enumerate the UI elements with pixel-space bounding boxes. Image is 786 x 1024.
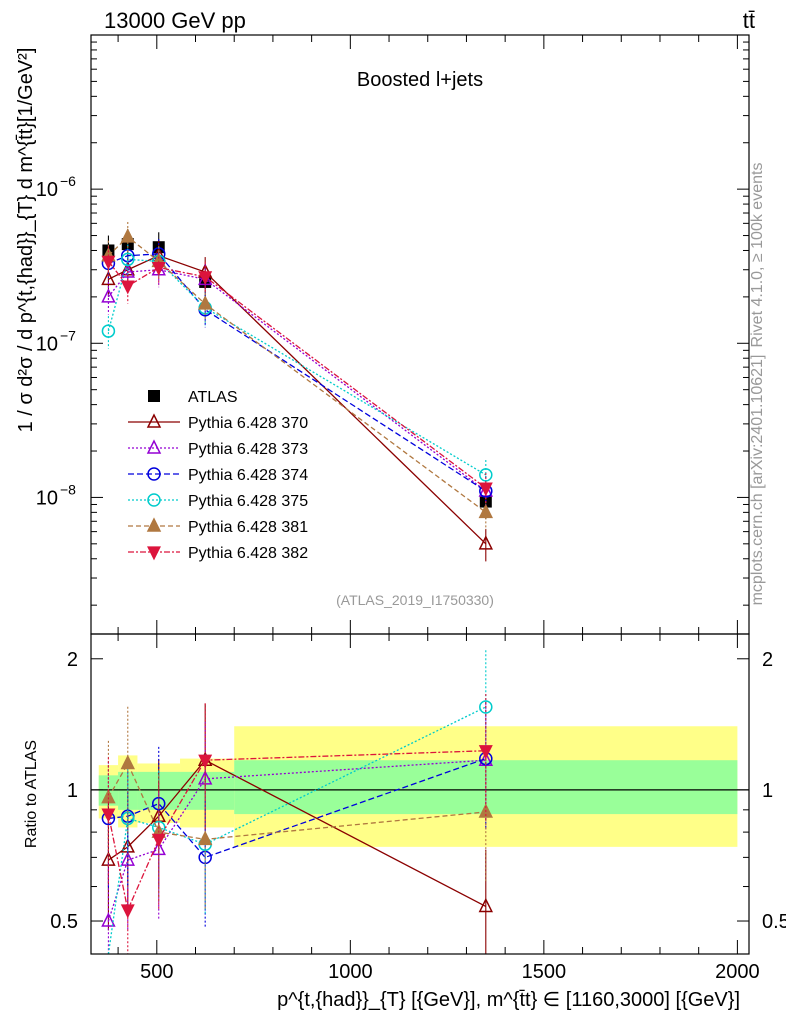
data-point [198, 271, 213, 286]
data-point [101, 255, 116, 270]
data-point [478, 535, 494, 550]
ratio-y-axis-label: Ratio to ATLAS [23, 740, 40, 848]
ratio-plot-frame [90, 633, 750, 955]
x-tick-label: 1000 [328, 961, 373, 983]
legend-label: Pythia 6.428 370 [188, 415, 308, 432]
data-point [120, 228, 135, 243]
ratio-point [479, 700, 493, 714]
main-y-axis-label: 1 / σ d²σ / d p^{t,{had}}_{T} d m^{t̄t}[… [15, 48, 37, 433]
ratio-point [101, 912, 116, 927]
ratio-point [101, 808, 116, 823]
ratio-y-tick-label-right: 1 [762, 780, 773, 802]
data-point [101, 270, 116, 286]
ratio-y-tick-label-right: 2 [762, 649, 773, 671]
x-axis-label: p^{t,{had}}_{T} [{GeV}], m^{t̄t} ∈ [1160… [277, 989, 740, 1011]
analysis-label: (ATLAS_2019_I1750330) [336, 592, 494, 608]
ratio-point [151, 840, 166, 856]
ratio-series-5 [101, 693, 493, 954]
ratio-point [478, 897, 494, 913]
legend-marker [146, 413, 162, 428]
ratio-point [197, 830, 213, 846]
legend-label: Pythia 6.428 381 [188, 519, 308, 536]
ratio-y-tick-label-right: 0.5 [762, 911, 786, 933]
legend-marker [147, 546, 161, 561]
data-point [120, 280, 135, 295]
y-tick-label: 10 [36, 179, 58, 201]
ratio-line [107, 750, 486, 913]
ratio-point [478, 745, 493, 760]
legend-marker [147, 493, 161, 507]
process-label: tt̄ [743, 8, 755, 33]
series-1 [101, 240, 494, 562]
mcplots-label: mcplots.cern.ch [arXiv:2401.10621] [749, 355, 766, 606]
data-point [478, 482, 493, 497]
legend-label: Pythia 6.428 375 [188, 493, 308, 510]
series-6 [101, 246, 493, 506]
legend-label: Pythia 6.428 374 [188, 467, 308, 484]
series-line [107, 260, 487, 489]
ratio-y-tick-label: 1 [67, 780, 78, 802]
legend-label: Pythia 6.428 373 [188, 441, 308, 458]
data-point [479, 468, 493, 482]
ratio-point [120, 754, 135, 770]
ratio-point [151, 833, 166, 848]
legend: ATLAS Pythia 6.428 370 Pythia 6.428 373 Pyt… [128, 389, 308, 562]
data-point [101, 324, 116, 338]
main-plot-area: 10−810−710−6 [36, 34, 749, 634]
plot-title: Boosted l+jets [357, 69, 483, 91]
x-tick-label: 1500 [522, 961, 567, 983]
ratio-y-tick-label: 0.5 [50, 911, 78, 933]
ratio-plot-area: 0.5 0.5 1 1 2 2 500 1000 1500 2000 [50, 634, 786, 983]
data-point [197, 295, 213, 310]
x-tick-label: 2000 [715, 961, 760, 983]
data-point [121, 252, 135, 267]
uncertainty-band-inner [180, 771, 235, 810]
ratio-point [120, 904, 135, 919]
series-line [107, 269, 487, 492]
legend-marker [148, 390, 160, 402]
legend-marker [146, 517, 162, 532]
ratio-point [151, 796, 166, 811]
data-point [151, 261, 166, 276]
data-point [478, 503, 494, 519]
data-point [101, 288, 116, 303]
rivet-version-label: Rivet 4.1.0, ≥ 100k events [749, 163, 766, 348]
ratio-point [198, 754, 213, 769]
y-tick-label: 10 [36, 487, 58, 509]
x-tick-label: 500 [140, 961, 173, 983]
legend-label: Pythia 6.428 382 [188, 545, 308, 562]
ratio-y-tick-label: 2 [67, 649, 78, 671]
legend-label: ATLAS [188, 389, 238, 406]
y-tick-exponent: −8 [60, 481, 76, 497]
y-tick-exponent: −7 [60, 327, 76, 343]
legend-marker [146, 439, 162, 454]
legend-marker [147, 467, 161, 481]
energy-label: 13000 GeV pp [104, 8, 246, 33]
y-tick-exponent: −6 [60, 173, 76, 189]
y-tick-label: 10 [36, 333, 58, 355]
